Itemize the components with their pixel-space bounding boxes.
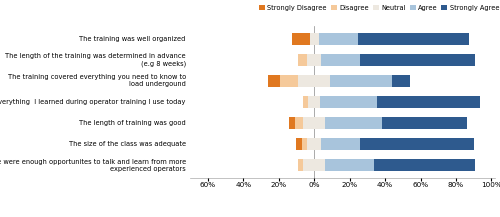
Bar <box>307 138 314 150</box>
Bar <box>290 117 294 129</box>
Bar <box>294 117 304 129</box>
Bar <box>314 75 330 87</box>
Bar <box>314 138 321 150</box>
Bar <box>314 96 320 108</box>
Bar <box>268 75 280 87</box>
Bar <box>314 117 325 129</box>
Legend: Strongly Disagree, Disagree, Neutral, Agree, Strongly Agree: Strongly Disagree, Disagree, Neutral, Ag… <box>256 2 500 13</box>
Bar <box>330 75 392 87</box>
Bar <box>325 117 382 129</box>
Bar <box>358 33 470 44</box>
Bar <box>280 75 298 87</box>
Bar <box>308 96 314 108</box>
Bar <box>298 75 314 87</box>
Bar <box>314 33 318 44</box>
Bar <box>307 54 314 66</box>
Bar <box>296 138 302 150</box>
Bar <box>314 159 325 171</box>
Bar <box>382 117 466 129</box>
Bar <box>325 159 374 171</box>
Bar <box>374 159 476 171</box>
Bar <box>360 54 476 66</box>
Bar <box>321 138 360 150</box>
Bar <box>310 33 314 44</box>
Bar <box>304 117 314 129</box>
Bar <box>392 75 410 87</box>
Bar <box>302 96 308 108</box>
Bar <box>318 33 358 44</box>
Bar <box>320 96 377 108</box>
Bar <box>360 138 474 150</box>
Bar <box>314 54 321 66</box>
Bar <box>298 159 304 171</box>
Bar <box>304 159 314 171</box>
Bar <box>302 138 307 150</box>
Bar <box>292 33 310 44</box>
Bar <box>321 54 360 66</box>
Bar <box>298 54 307 66</box>
Bar <box>377 96 480 108</box>
